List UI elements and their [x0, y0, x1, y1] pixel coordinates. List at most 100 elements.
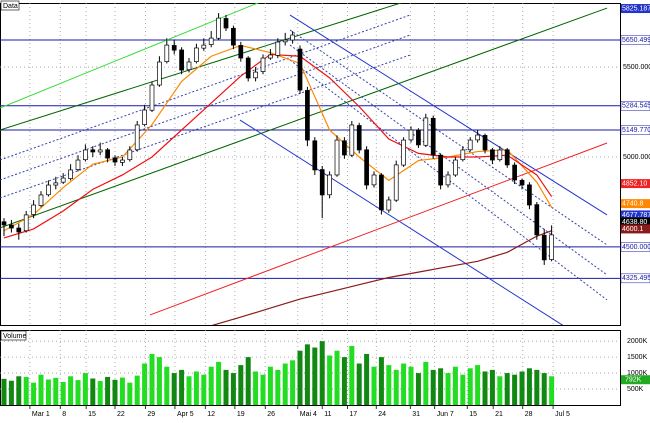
- volume-bar: [171, 373, 177, 405]
- volume-bar: [341, 357, 347, 405]
- x-tick-label: Mar 1: [32, 411, 50, 418]
- candle-body: [408, 129, 414, 141]
- y-tick-label: 5000.000: [623, 154, 650, 161]
- average-line: [211, 230, 552, 325]
- level-label: 4325.4958: [622, 275, 650, 282]
- candle-body: [68, 169, 73, 179]
- x-tick-label: 17: [349, 411, 357, 418]
- x-tick-label: 15: [469, 411, 477, 418]
- candle-body: [379, 174, 384, 211]
- trend-line: [0, 14, 411, 161]
- candle-body: [46, 184, 51, 196]
- volume-bar: [489, 369, 495, 405]
- volume-bar: [75, 380, 81, 405]
- x-tick-label: 21: [495, 411, 503, 418]
- candle-body: [342, 140, 347, 156]
- volume-bar: [438, 368, 444, 405]
- candle-body: [460, 149, 466, 161]
- y-tick-label: 5500.000: [623, 64, 650, 71]
- candle-body: [1, 221, 7, 226]
- volume-bar: [526, 368, 532, 405]
- volume-bar: [304, 344, 310, 405]
- x-tick-label: 26: [267, 411, 275, 418]
- candle-body: [393, 164, 399, 201]
- volume-bar: [467, 368, 473, 405]
- x-tick-label: Apr 5: [177, 411, 194, 418]
- candle-body: [312, 140, 318, 171]
- candle-body: [319, 169, 325, 196]
- candle-body: [245, 57, 251, 79]
- candle-body: [194, 47, 199, 62]
- candle-body: [142, 109, 147, 125]
- candle-body: [134, 124, 140, 151]
- volume-bar: [1, 378, 7, 405]
- level-label: 5149.7706: [622, 127, 650, 134]
- candle-body: [90, 149, 96, 153]
- volume-bar: [208, 366, 214, 405]
- candle-body: [438, 154, 443, 186]
- x-tick-label: 28: [525, 411, 533, 418]
- volume-bar: [430, 369, 436, 405]
- candle-body: [171, 45, 177, 51]
- candle-body: [105, 149, 110, 159]
- y-tick-label: 1000K: [627, 370, 648, 377]
- volume-bar: [97, 381, 103, 405]
- candle-body: [127, 149, 133, 161]
- volume-bar: [186, 376, 192, 405]
- y-tick-label: 1500K: [627, 354, 648, 361]
- price-tag-label: 4677.7878: [622, 212, 650, 219]
- candle-body: [260, 57, 266, 72]
- x-tick-label: 31: [412, 411, 420, 418]
- candle-body: [157, 61, 162, 86]
- level-tag: [620, 242, 650, 252]
- x-tick-label: Jul 5: [555, 411, 570, 418]
- candle-body: [475, 134, 480, 141]
- candle-body: [164, 44, 170, 62]
- title-box: [0, 330, 27, 341]
- volume-bar: [549, 376, 555, 405]
- candle-body: [467, 139, 473, 151]
- candle-body: [386, 199, 392, 211]
- volume-bar: [423, 361, 429, 405]
- volume-bar: [275, 369, 281, 405]
- price-tag: [621, 4, 650, 14]
- volume-bar: [504, 373, 510, 405]
- level-label: 5650.4996: [622, 37, 650, 44]
- volume-bar: [230, 373, 236, 405]
- candle-body: [371, 174, 377, 186]
- candle-body: [120, 159, 125, 163]
- volume-bar: [519, 371, 525, 405]
- price-tag: [621, 179, 650, 189]
- volume-frame: [0, 330, 621, 406]
- volume-bar: [319, 341, 325, 405]
- candle-body: [9, 224, 14, 229]
- volume-bar: [105, 376, 111, 405]
- candle-body: [305, 90, 310, 141]
- candle-body: [549, 234, 554, 260]
- x-tick-label: 22: [117, 411, 125, 418]
- candle-body: [482, 135, 488, 151]
- volume-bar: [401, 363, 407, 405]
- candle-body: [53, 182, 59, 186]
- candle-body: [282, 39, 288, 43]
- candle-body: [356, 125, 362, 151]
- volume-bar: [45, 379, 51, 405]
- volume-bar: [156, 357, 162, 405]
- volume-bar: [119, 377, 125, 405]
- y-tick-label: 2000K: [627, 338, 648, 345]
- price-tag-label: 4600.1: [622, 226, 644, 233]
- candle-body: [401, 139, 406, 166]
- candle-body: [253, 71, 258, 79]
- volume-bar: [134, 375, 140, 405]
- volume-bar: [512, 374, 518, 405]
- volume-bar: [238, 365, 244, 405]
- trend-line: [0, 3, 403, 131]
- price-tag-label: 4740.8: [622, 200, 644, 207]
- trend-line: [239, 119, 564, 325]
- candle-body: [519, 180, 525, 186]
- candle-body: [23, 214, 29, 232]
- candle-body: [268, 54, 273, 59]
- x-tick-label: 11: [324, 411, 331, 418]
